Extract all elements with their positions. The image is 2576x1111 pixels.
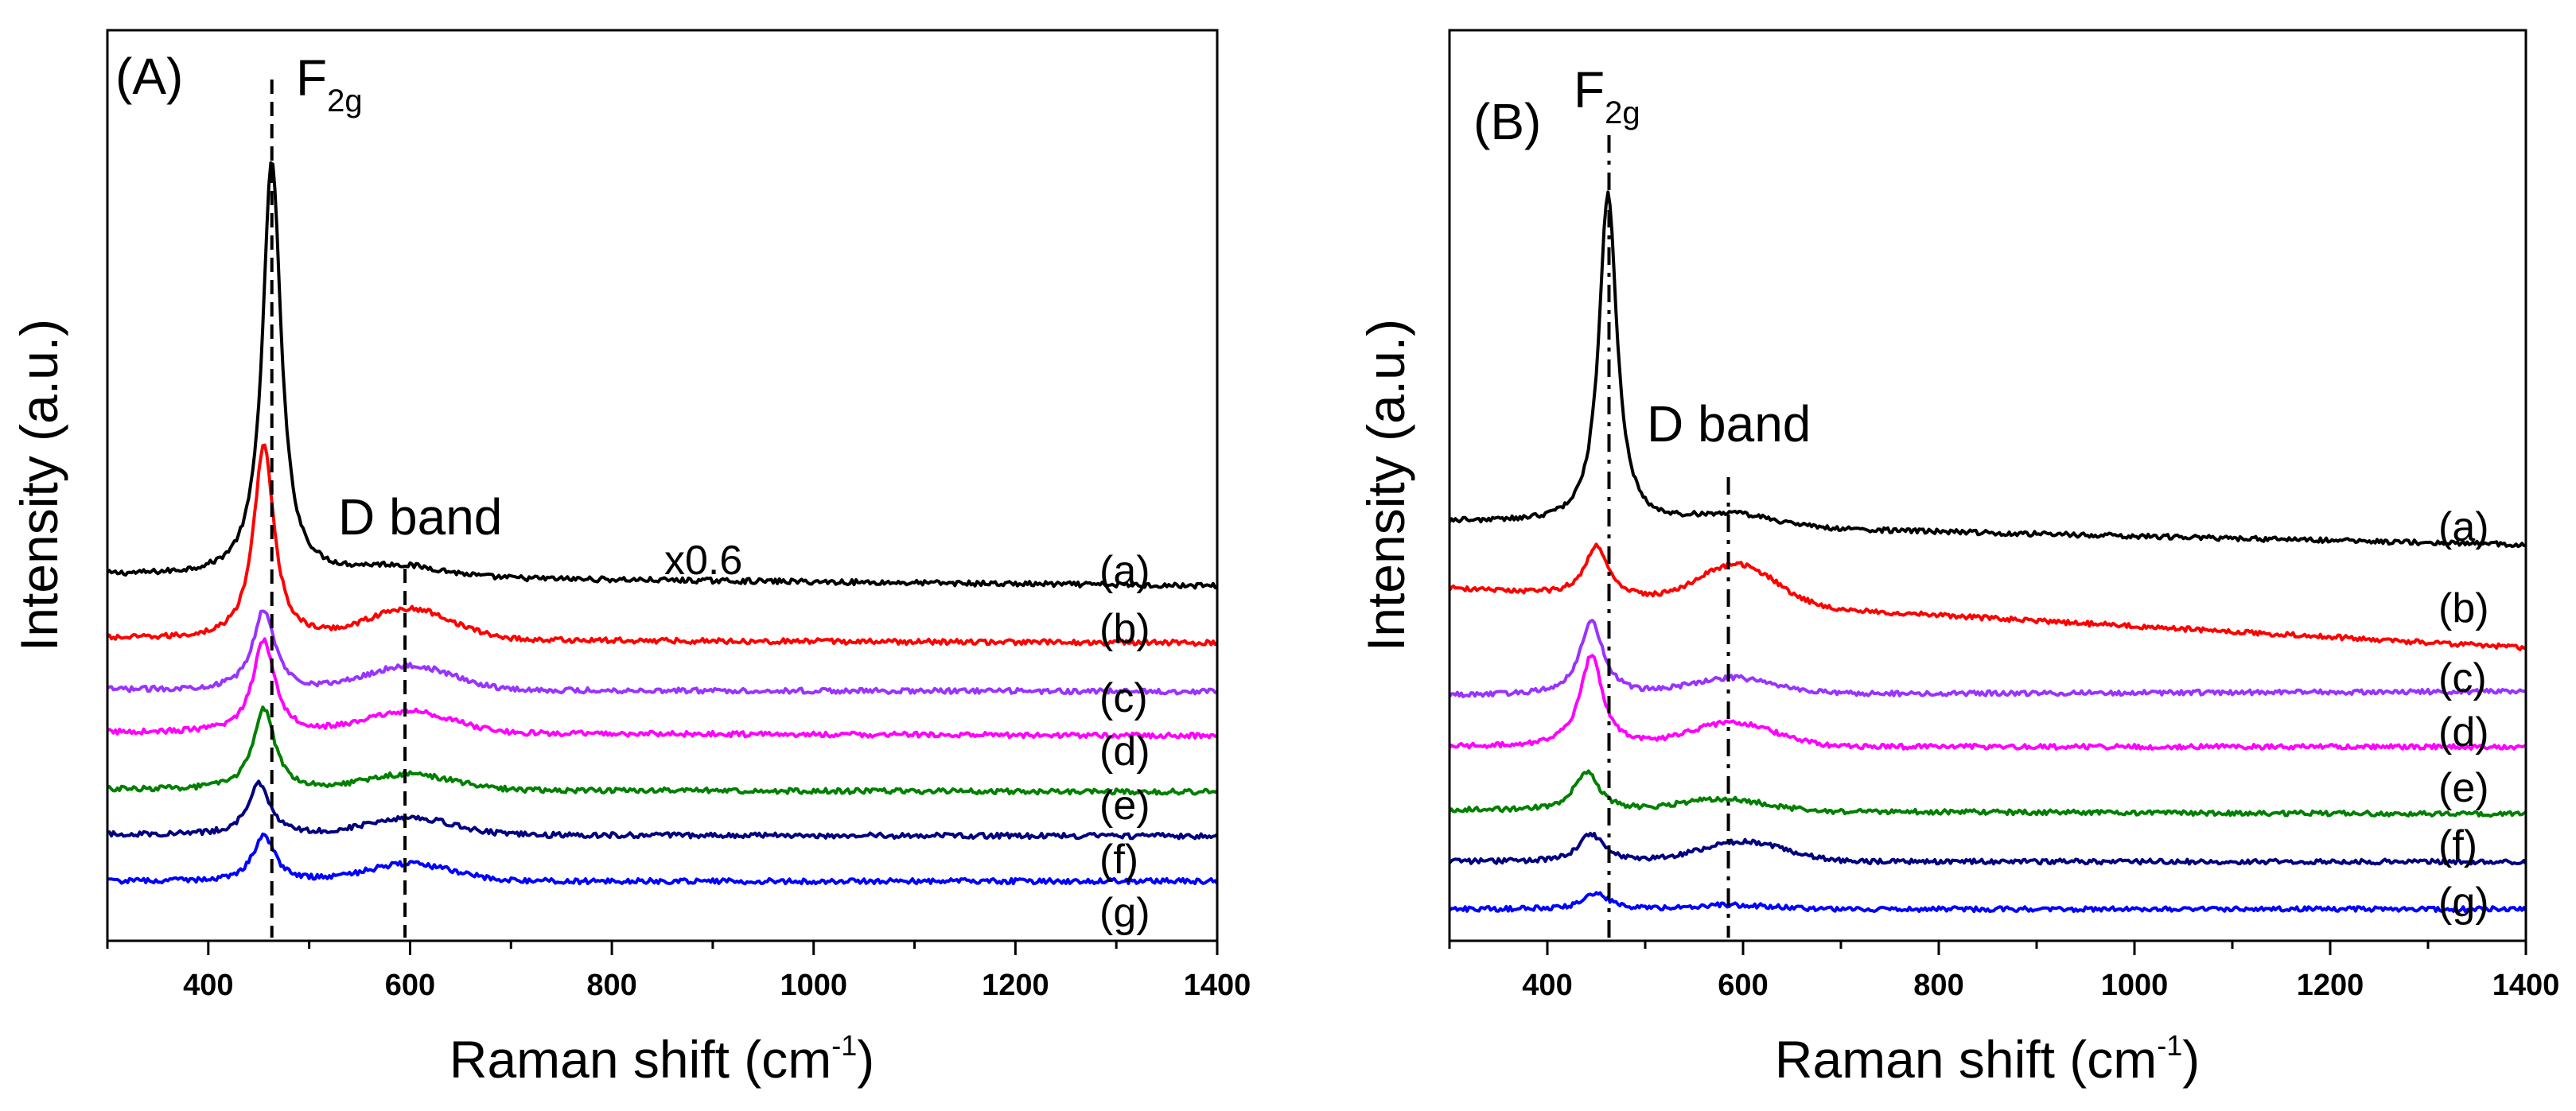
series-line-f: [107, 779, 1219, 841]
x-tick-label: 1400: [2492, 969, 2560, 1002]
curve-label: (f): [2438, 822, 2477, 868]
series-line-c: [1448, 619, 2527, 698]
panel-b-curve-labels: (a) (b) (c) (d) (e) (f) (g): [2438, 504, 2489, 926]
curve-label: (f): [1099, 837, 1138, 883]
panel-b-x-axis-title: Raman shift (cm-1): [1775, 1029, 2200, 1089]
curve-label: (c): [2438, 655, 2487, 701]
curve-label: (b): [1099, 606, 1150, 652]
series-line-d: [107, 637, 1218, 740]
curve-label: (g): [1099, 890, 1150, 936]
panel-b-y-axis-title: Intensity (a.u.): [1356, 319, 1415, 651]
curve-label: (c): [1099, 675, 1148, 721]
x-tick-label: 1200: [2297, 969, 2364, 1002]
panel-a-tag: (A): [115, 48, 183, 105]
series-line-b: [1448, 542, 2527, 651]
curve-label: (a): [1099, 548, 1150, 594]
panel-a-plot-area: [106, 80, 1219, 938]
panel-b-tag: (B): [1473, 93, 1541, 150]
curve-label: (b): [2438, 585, 2489, 631]
panel-b-dband-label: D band: [1647, 395, 1811, 453]
panel-b-f2g-label: F2g: [1574, 61, 1640, 130]
panel-a-x-ticks: 400 600 800 1000 1200 1400: [106, 941, 1251, 1002]
x-tick-label: 400: [1522, 969, 1572, 1002]
panel-b: 400 600 800 1000 1200 1400 (B) F2g D band (a)…: [1356, 29, 2560, 1089]
x-tick-label: 800: [586, 969, 636, 1002]
panel-a-f2g-label: F2g: [296, 49, 363, 118]
series-line-d: [1448, 654, 2527, 751]
curve-label: (g): [2438, 880, 2489, 926]
series-line-g: [1448, 891, 2527, 914]
series-line-b: [106, 443, 1218, 647]
curve-label: (a): [2438, 504, 2489, 550]
x-tick-label: 600: [1718, 969, 1768, 1002]
series-line-e: [107, 705, 1219, 796]
series-line-g: [107, 832, 1219, 886]
series-line-a: [1448, 190, 2527, 549]
series-line-f: [1448, 831, 2527, 866]
curve-label: (d): [2438, 709, 2489, 756]
x-tick-label: 1000: [2101, 969, 2169, 1002]
x-tick-label: 400: [183, 969, 233, 1002]
curve-label: (e): [2438, 765, 2489, 811]
curve-label: (d): [1099, 728, 1150, 775]
series-line-a: [106, 161, 1218, 590]
panel-a-curve-labels: (a) (b) (c) (d) (e) (f) (g): [1099, 548, 1150, 936]
panel-b-plot-area: [1448, 135, 2527, 938]
panel-a-dband-label: D band: [338, 488, 502, 546]
series-line-c: [106, 609, 1218, 696]
panel-b-frame: [1448, 29, 2527, 942]
x-tick-label: 600: [385, 969, 435, 1002]
panel-a-frame: [106, 29, 1219, 942]
x-tick-label: 1400: [1184, 969, 1251, 1002]
x-tick-label: 1000: [780, 969, 847, 1002]
series-line-e: [1448, 769, 2527, 818]
x-tick-label: 1200: [982, 969, 1049, 1002]
panel-b-x-ticks: 400 600 800 1000 1200 1400: [1448, 941, 2560, 1002]
panel-a-y-axis-title: Intensity (a.u.): [10, 319, 68, 651]
panel-a-scale-label: x0.6: [664, 538, 742, 584]
panel-a: 400 600 800 1000 1200 1400 (A) F2g D band x0.…: [10, 29, 1251, 1089]
x-tick-label: 800: [1913, 969, 1963, 1002]
panel-a-x-axis-title: Raman shift (cm-1): [449, 1029, 874, 1089]
curve-label: (e): [1099, 783, 1150, 829]
